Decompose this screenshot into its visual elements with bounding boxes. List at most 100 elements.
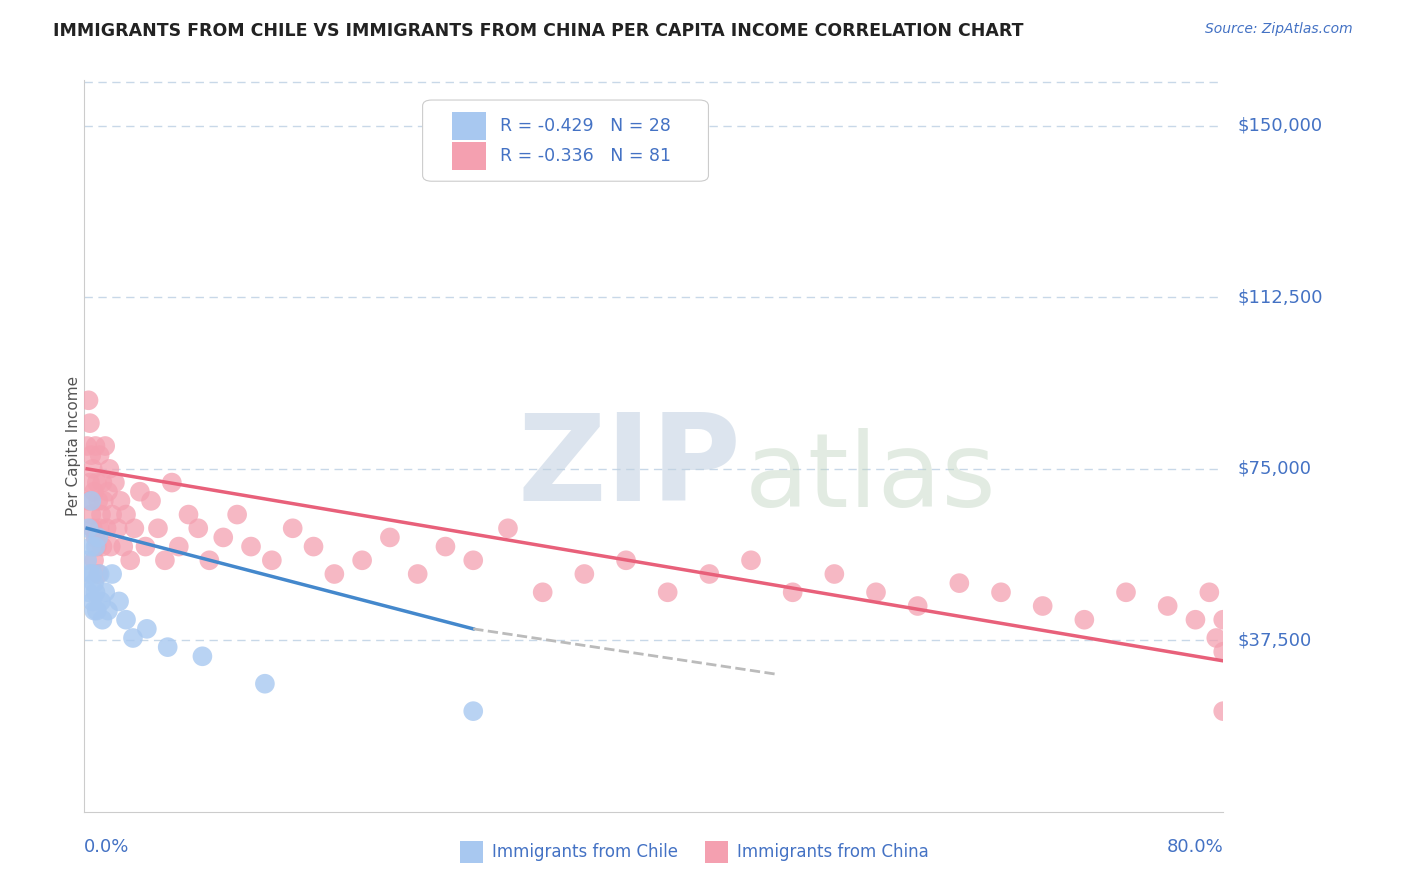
Point bbox=[94, 439, 117, 453]
Point bbox=[1198, 585, 1220, 599]
Point bbox=[94, 585, 117, 599]
Point bbox=[226, 508, 249, 522]
Point bbox=[378, 530, 401, 544]
Text: 80.0%: 80.0% bbox=[1167, 838, 1223, 856]
Point bbox=[657, 585, 679, 599]
Point bbox=[1073, 613, 1095, 627]
Point bbox=[83, 603, 105, 617]
Point bbox=[1032, 599, 1054, 613]
Point bbox=[167, 540, 190, 554]
Point bbox=[124, 521, 146, 535]
Point bbox=[97, 484, 120, 499]
Point bbox=[80, 493, 103, 508]
Point bbox=[86, 475, 108, 490]
FancyBboxPatch shape bbox=[453, 142, 486, 169]
Point bbox=[614, 553, 637, 567]
Point bbox=[823, 567, 845, 582]
Point bbox=[80, 540, 103, 554]
Text: atlas: atlas bbox=[745, 428, 997, 530]
Point bbox=[87, 493, 110, 508]
Point bbox=[91, 475, 114, 490]
Point bbox=[90, 594, 112, 608]
Point bbox=[990, 585, 1012, 599]
Point bbox=[302, 540, 325, 554]
Point bbox=[84, 530, 107, 544]
Text: IMMIGRANTS FROM CHILE VS IMMIGRANTS FROM CHINA PER CAPITA INCOME CORRELATION CHA: IMMIGRANTS FROM CHILE VS IMMIGRANTS FROM… bbox=[53, 22, 1024, 40]
Text: Immigrants from Chile: Immigrants from Chile bbox=[492, 843, 678, 861]
Point bbox=[160, 475, 183, 490]
Point bbox=[782, 585, 804, 599]
Point bbox=[153, 553, 176, 567]
Point bbox=[87, 530, 110, 544]
Point bbox=[79, 567, 101, 582]
Point bbox=[93, 493, 115, 508]
Point bbox=[281, 521, 304, 535]
Point bbox=[82, 521, 104, 535]
Point bbox=[574, 567, 596, 582]
Point bbox=[77, 521, 100, 535]
Point bbox=[80, 448, 103, 462]
Point bbox=[108, 594, 131, 608]
Point bbox=[135, 622, 157, 636]
Point bbox=[406, 567, 429, 582]
Point bbox=[156, 640, 179, 655]
Point bbox=[98, 462, 121, 476]
Point bbox=[115, 613, 138, 627]
Point bbox=[434, 540, 457, 554]
Point bbox=[86, 540, 108, 554]
Point bbox=[1156, 599, 1178, 613]
Point bbox=[84, 439, 107, 453]
Point bbox=[83, 484, 105, 499]
Point bbox=[212, 530, 235, 544]
Point bbox=[97, 603, 120, 617]
Point bbox=[260, 553, 283, 567]
Point bbox=[948, 576, 970, 591]
Point bbox=[1212, 645, 1234, 659]
Point bbox=[91, 613, 114, 627]
Point bbox=[100, 540, 122, 554]
Point bbox=[79, 416, 101, 430]
Point bbox=[89, 521, 111, 535]
Point bbox=[77, 493, 100, 508]
Point bbox=[107, 521, 129, 535]
Point bbox=[96, 521, 118, 535]
Point bbox=[496, 521, 519, 535]
Point bbox=[76, 553, 98, 567]
Point bbox=[740, 553, 762, 567]
FancyBboxPatch shape bbox=[704, 841, 728, 863]
Point bbox=[83, 576, 105, 591]
Point bbox=[134, 540, 156, 554]
Point bbox=[352, 553, 374, 567]
Point bbox=[77, 585, 100, 599]
Point bbox=[177, 508, 200, 522]
Point bbox=[907, 599, 929, 613]
Text: $150,000: $150,000 bbox=[1237, 117, 1322, 135]
Point bbox=[1184, 613, 1206, 627]
Text: R = -0.336   N = 81: R = -0.336 N = 81 bbox=[501, 146, 671, 165]
FancyBboxPatch shape bbox=[423, 100, 709, 181]
Point bbox=[101, 508, 124, 522]
Text: Source: ZipAtlas.com: Source: ZipAtlas.com bbox=[1205, 22, 1353, 37]
Text: ZIP: ZIP bbox=[517, 409, 741, 526]
Point bbox=[191, 649, 214, 664]
Point bbox=[146, 521, 169, 535]
Point bbox=[115, 508, 138, 522]
Point bbox=[120, 553, 142, 567]
Point bbox=[89, 448, 111, 462]
Point bbox=[463, 553, 485, 567]
Point bbox=[253, 676, 276, 690]
Point bbox=[699, 567, 721, 582]
Point bbox=[79, 475, 101, 490]
Text: 0.0%: 0.0% bbox=[84, 838, 129, 856]
Point bbox=[82, 462, 104, 476]
Point bbox=[82, 567, 104, 582]
Point bbox=[1212, 613, 1234, 627]
Point bbox=[110, 493, 132, 508]
Text: $75,000: $75,000 bbox=[1237, 460, 1312, 478]
Point bbox=[1115, 585, 1137, 599]
FancyBboxPatch shape bbox=[460, 841, 484, 863]
Point bbox=[86, 603, 108, 617]
Point bbox=[198, 553, 221, 567]
Point bbox=[865, 585, 887, 599]
Point bbox=[84, 540, 107, 554]
